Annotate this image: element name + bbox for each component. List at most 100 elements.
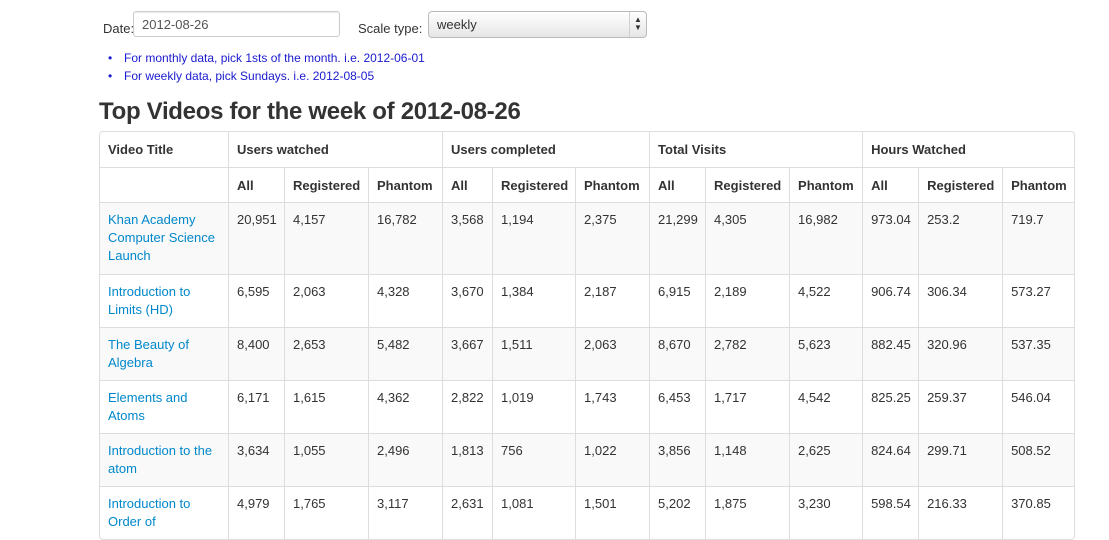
stat-cell: 4,522: [789, 274, 863, 327]
stat-cell: 3,117: [368, 486, 443, 539]
stat-cell: 20,951: [228, 202, 284, 274]
video-title-link[interactable]: Khan Academy Computer Science Launch: [108, 212, 215, 263]
select-arrows-icon: ▲ ▼: [629, 12, 646, 37]
stat-cell: 16,982: [789, 202, 863, 274]
stat-cell: 1,615: [284, 380, 368, 433]
stat-cell: 1,875: [705, 486, 790, 539]
scale-type-select[interactable]: weekly ▲ ▼: [428, 11, 647, 38]
date-label: Date:: [103, 21, 135, 36]
subheader-phantom: Phantom: [1002, 167, 1075, 202]
group-hours-watched: Hours Watched: [862, 132, 1074, 167]
stat-cell: 1,384: [492, 274, 576, 327]
table-row: Elements and Atoms 6,171 1,615 4,362 2,822 1,…: [100, 380, 1075, 433]
stat-cell: 1,019: [492, 380, 576, 433]
subheader-all: All: [649, 167, 706, 202]
stat-cell: 320.96: [918, 327, 1003, 380]
subheader-empty: [100, 167, 228, 202]
stat-cell: 598.54: [862, 486, 919, 539]
stat-cell: 2,822: [442, 380, 493, 433]
table-row: Introduction to Limits (HD) 6,595 2,063 4,3…: [100, 274, 1075, 327]
subheader-all: All: [862, 167, 919, 202]
video-title-link[interactable]: Introduction to the atom: [108, 443, 213, 476]
stat-cell: 6,453: [649, 380, 706, 433]
stat-cell: 2,631: [442, 486, 493, 539]
stat-cell: 825.25: [862, 380, 919, 433]
group-total-visits: Total Visits: [649, 132, 862, 167]
stat-cell: 2,653: [284, 327, 368, 380]
video-title-cell: Khan Academy Computer Science Launch: [100, 202, 228, 274]
stat-cell: 824.64: [862, 433, 919, 486]
stat-cell: 1,081: [492, 486, 576, 539]
subheader-phantom: Phantom: [368, 167, 443, 202]
stat-cell: 4,305: [705, 202, 790, 274]
video-title-cell: Introduction to Order of: [100, 486, 228, 539]
stat-cell: 882.45: [862, 327, 919, 380]
stat-cell: 8,400: [228, 327, 284, 380]
stat-cell: 6,171: [228, 380, 284, 433]
group-users-completed: Users completed: [442, 132, 649, 167]
stat-cell: 2,063: [575, 327, 650, 380]
subheader-registered: Registered: [492, 167, 576, 202]
stat-cell: 370.85: [1002, 486, 1075, 539]
group-users-watched: Users watched: [228, 132, 442, 167]
stat-cell: 16,782: [368, 202, 443, 274]
stat-cell: 573.27: [1002, 274, 1075, 327]
stat-cell: 1,813: [442, 433, 493, 486]
stat-cell: 306.34: [918, 274, 1003, 327]
col-video-title: Video Title: [108, 142, 174, 157]
stat-cell: 5,482: [368, 327, 443, 380]
hint-weekly: For weekly data, pick Sundays. i.e. 2012…: [108, 68, 425, 86]
subheader-phantom: Phantom: [789, 167, 863, 202]
video-title-link[interactable]: Introduction to Order of: [108, 496, 191, 529]
stat-cell: 253.2: [918, 202, 1003, 274]
subheader-phantom: Phantom: [575, 167, 650, 202]
table-row: Introduction to Order of 4,979 1,765 3,117 2…: [100, 486, 1075, 539]
video-title-link[interactable]: The Beauty of Algebra: [108, 337, 189, 370]
video-title-cell: Introduction to the atom: [100, 433, 228, 486]
stat-cell: 973.04: [862, 202, 919, 274]
top-videos-table: Video Title Users watched Users complete…: [99, 131, 1076, 540]
stat-cell: 6,595: [228, 274, 284, 327]
stat-cell: 21,299: [649, 202, 706, 274]
page-title: Top Videos for the week of 2012-08-26: [99, 98, 521, 125]
video-title-link[interactable]: Introduction to Limits (HD): [108, 284, 191, 317]
stat-cell: 4,979: [228, 486, 284, 539]
stat-cell: 1,765: [284, 486, 368, 539]
stat-cell: 2,375: [575, 202, 650, 274]
stat-cell: 756: [492, 433, 576, 486]
table-row: Introduction to the atom 3,634 1,055 2,496 1…: [100, 433, 1075, 486]
stat-cell: 537.35: [1002, 327, 1075, 380]
stat-cell: 1,511: [492, 327, 576, 380]
stat-cell: 1,743: [575, 380, 650, 433]
stat-cell: 4,542: [789, 380, 863, 433]
stat-cell: 1,055: [284, 433, 368, 486]
hint-list: For monthly data, pick 1sts of the month…: [108, 50, 425, 86]
stat-cell: 508.52: [1002, 433, 1075, 486]
stat-cell: 6,915: [649, 274, 706, 327]
stat-cell: 5,623: [789, 327, 863, 380]
video-title-link[interactable]: Elements and Atoms: [108, 390, 188, 423]
stat-cell: 2,189: [705, 274, 790, 327]
stat-cell: 4,328: [368, 274, 443, 327]
scale-type-label: Scale type:: [358, 21, 423, 36]
header-row-sub: All Registered Phantom All Registered Ph…: [100, 167, 1075, 202]
stat-cell: 2,625: [789, 433, 863, 486]
stat-cell: 3,670: [442, 274, 493, 327]
stat-cell: 4,157: [284, 202, 368, 274]
stat-cell: 3,230: [789, 486, 863, 539]
stat-cell: 299.71: [918, 433, 1003, 486]
subheader-registered: Registered: [284, 167, 368, 202]
stat-cell: 3,634: [228, 433, 284, 486]
stat-cell: 1,148: [705, 433, 790, 486]
stat-cell: 4,362: [368, 380, 443, 433]
stat-cell: 1,501: [575, 486, 650, 539]
stat-cell: 216.33: [918, 486, 1003, 539]
stat-cell: 3,667: [442, 327, 493, 380]
table-row: The Beauty of Algebra 8,400 2,653 5,482 3,66…: [100, 327, 1075, 380]
date-input[interactable]: [133, 11, 340, 37]
video-title-cell: Elements and Atoms: [100, 380, 228, 433]
stat-cell: 1,022: [575, 433, 650, 486]
video-title-cell: The Beauty of Algebra: [100, 327, 228, 380]
stat-cell: 906.74: [862, 274, 919, 327]
stat-cell: 2,496: [368, 433, 443, 486]
